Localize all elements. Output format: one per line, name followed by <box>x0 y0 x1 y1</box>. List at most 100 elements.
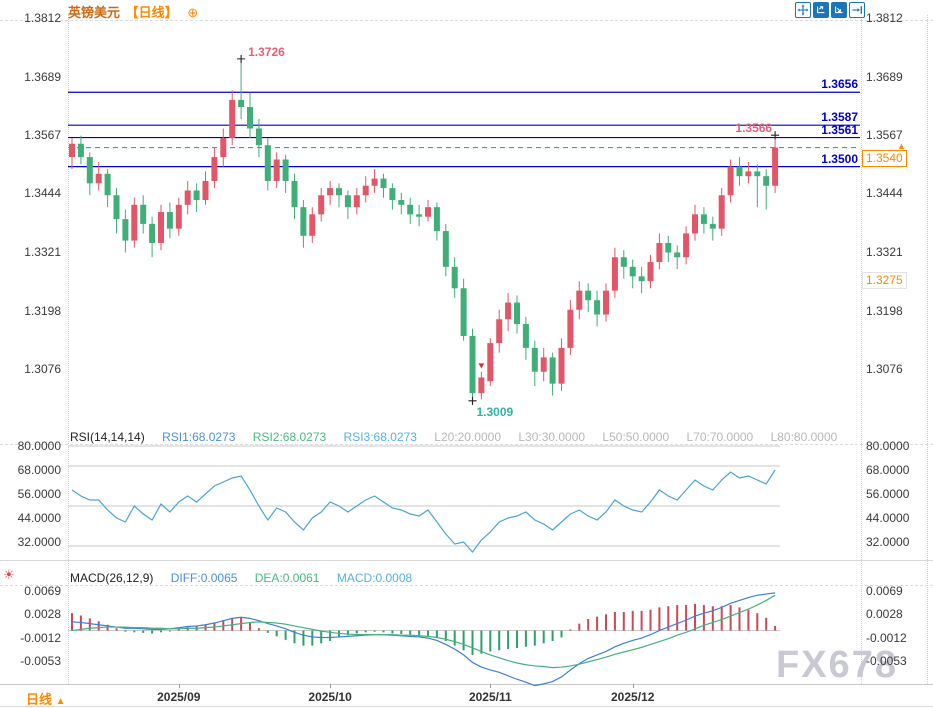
candle-body <box>603 290 609 315</box>
macd-panel[interactable] <box>68 585 860 687</box>
macd-hist-bar <box>596 616 599 631</box>
macd-hist-bar <box>551 630 554 641</box>
macd-hist-bar <box>382 630 385 633</box>
candle-body <box>166 211 173 229</box>
candle-body <box>514 302 520 325</box>
hline-price-label: 1.3587 <box>821 110 858 125</box>
candle-body <box>433 207 440 232</box>
price-axis-label: 1.3321 <box>866 245 903 260</box>
rsi-l70: L70:70.0000 <box>686 430 754 444</box>
candle-body <box>407 204 414 215</box>
current-price-tag: 1.3540 <box>862 149 907 167</box>
indicator-settings-icon[interactable]: ☀ <box>3 567 15 582</box>
macd-hist-bar <box>774 625 777 631</box>
candle-body <box>149 223 156 243</box>
rsi3-value: RSI3:68.0273 <box>343 430 417 444</box>
candle-body <box>576 290 583 310</box>
macd-hist-bar <box>720 606 723 631</box>
candle-body <box>362 185 369 196</box>
hline-price-label: 1.3561 <box>821 122 858 137</box>
macd-hist-bar <box>435 630 438 638</box>
candle-body <box>647 262 654 282</box>
macd-hist-bar <box>498 630 501 651</box>
macd-hist-bar <box>658 607 661 631</box>
time-axis-label: 2025/11 <box>468 690 512 704</box>
macd-hist-bar <box>266 630 269 633</box>
price-axis-label: 1.3689 <box>24 69 61 84</box>
candle-body <box>193 190 200 201</box>
rsi-line <box>71 469 776 553</box>
pan-icon[interactable] <box>795 2 811 18</box>
go-latest-icon[interactable] <box>849 2 865 18</box>
macd-hist-bar <box>676 605 679 631</box>
macd-hist-bar <box>391 630 394 634</box>
macd-hist-bar <box>480 630 483 654</box>
candle-body <box>158 211 164 243</box>
candle-body <box>202 180 209 201</box>
title-bar: 英镑美元 【日线】 ⊕ <box>68 2 198 21</box>
candle-body <box>69 143 75 158</box>
macd-hist-bar <box>329 630 332 641</box>
macd-hist-bar <box>640 610 643 631</box>
candle-body <box>113 195 120 220</box>
macd-panel-top-border <box>0 585 933 586</box>
period-selector[interactable]: 日线 ▲ <box>26 689 66 708</box>
period-selector-label: 日线 <box>26 692 53 707</box>
swing-low-label: 1.3009 <box>476 404 514 419</box>
sell-marker-icon <box>478 363 485 369</box>
rsi-panel-bottom-border <box>0 560 933 561</box>
candle-body <box>264 145 271 181</box>
rsi-l30: L30:30.0000 <box>518 430 586 444</box>
macd-hist-bar <box>151 630 154 634</box>
price-cross-marker <box>468 396 477 405</box>
rsi-l20: L20:20.0000 <box>434 430 501 444</box>
candle-body <box>336 188 342 196</box>
rsi-axis-label: 32.0000 <box>17 535 61 549</box>
plot-right-edge <box>861 15 862 684</box>
price-axis-label: 1.3812 <box>24 10 61 25</box>
price-cross-marker <box>771 131 780 140</box>
candle-body <box>344 195 351 208</box>
main-price-panel[interactable] <box>68 15 860 428</box>
candle-body <box>496 319 503 344</box>
rsi-axis-label: 44.0000 <box>17 511 61 525</box>
rsi-axis-label: 32.0000 <box>866 535 910 549</box>
rsi-panel[interactable] <box>68 445 860 558</box>
time-axis-border <box>0 684 933 685</box>
rsi-axis-label: 80.0000 <box>17 439 61 453</box>
macd-hist-bar <box>88 618 91 631</box>
candle-body <box>175 204 182 229</box>
macd-hist-bar <box>427 630 429 636</box>
price-up-arrow-icon: ▲ <box>897 140 906 151</box>
macd-hist-bar <box>605 614 607 631</box>
candle-body <box>184 190 191 205</box>
candle-body <box>549 357 556 384</box>
window-bottom-border <box>0 706 933 707</box>
zoom-x-icon[interactable] <box>813 2 829 18</box>
zoom-y-icon[interactable] <box>831 2 847 18</box>
candle-body <box>238 99 245 108</box>
macd-hist-bar <box>373 630 376 632</box>
macd-hist-bar <box>400 630 403 635</box>
candle-body <box>611 257 618 291</box>
macd-hist-bar <box>702 605 705 631</box>
candle-body <box>620 257 627 267</box>
candle-body <box>683 233 690 258</box>
candle-body <box>86 157 93 184</box>
macd-hist-bar <box>533 630 536 646</box>
macd-hist-bar <box>124 630 127 632</box>
add-indicator-icon[interactable]: ⊕ <box>187 5 199 20</box>
macd-hist-bar <box>756 613 759 631</box>
candle-body <box>469 335 476 394</box>
rsi-axis-label: 80.0000 <box>866 439 910 453</box>
rsi-axis-label: 68.0000 <box>17 463 61 477</box>
macd-axis-label: -0.0012 <box>20 630 61 645</box>
macd-axis-label: -0.0012 <box>866 630 907 645</box>
period-label: 【日线】 <box>125 5 178 20</box>
main-panel-top-border <box>0 20 933 21</box>
candle-body <box>567 309 574 348</box>
candle-body <box>220 138 227 158</box>
macd-hist-bar <box>507 630 510 650</box>
candle-body <box>692 214 698 234</box>
